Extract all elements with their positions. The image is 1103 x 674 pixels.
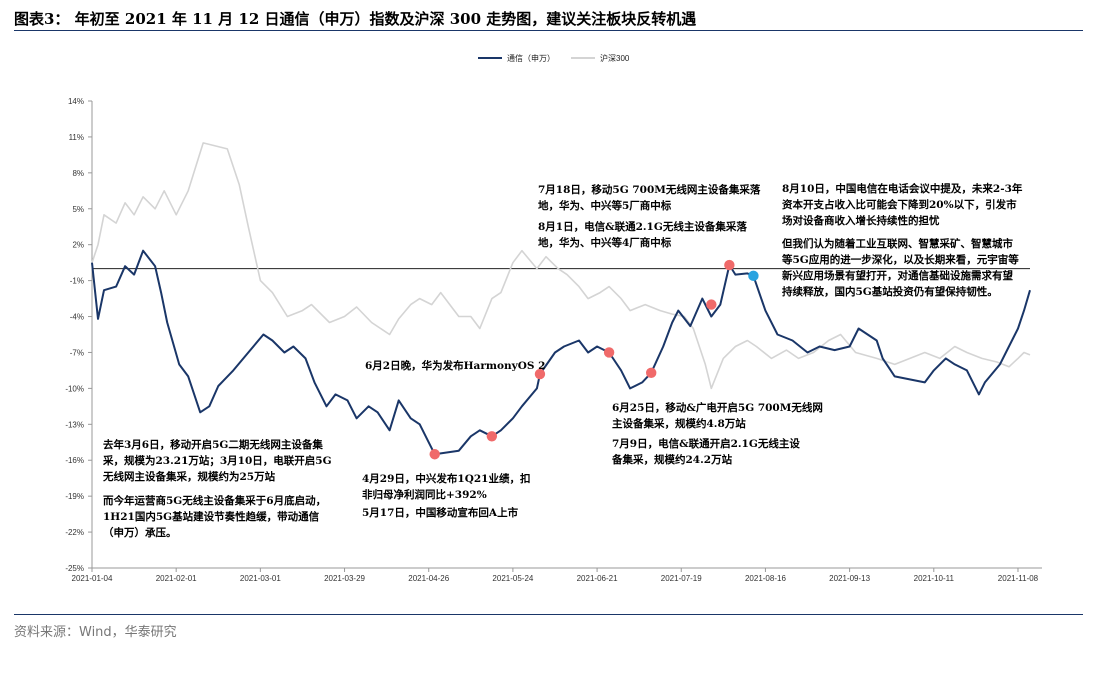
annotation-line: 主设备集采，规模约4.8万站 (612, 418, 746, 430)
event-marker (748, 270, 759, 282)
annotation-line: 新兴应用场景有望打开，对通信基础设施需求有望 (782, 270, 1013, 282)
x-tick-label: 2021-07-19 (661, 574, 702, 583)
annotation-zte-q1: 4月29日，中兴发布1Q21业绩，扣 非归母净利润同比+392% (362, 471, 530, 503)
annotation-telecom-capex: 8月10日，中国电信在电话会议中提及，未来2-3年 资本开支占收入比可能会下降到… (782, 181, 1022, 229)
annotation-2.1g-award: 8月1日，电信&联通2.1G无线主设备集采落 地，华为、中兴等4厂商中标 (538, 219, 747, 251)
annotation-700m-tender-start: 6月25日，移动&广电开启5G 700M无线网 主设备集采，规模约4.8万站 (612, 400, 823, 432)
annotation-line: 1H21国内5G基站建设节奏性趋缓，带动通信 (103, 511, 320, 523)
annotation-line: 去年3月6日，移动开启5G二期无线网主设备集 (103, 439, 323, 451)
legend-label-csi300: 沪深300 (600, 53, 630, 63)
x-tick-label: 2021-01-04 (72, 574, 113, 583)
x-tick-label: 2021-03-29 (324, 574, 365, 583)
legend-label-telecom: 通信（申万） (507, 53, 555, 63)
y-tick-label: 8% (72, 169, 84, 178)
source-note: 资料来源：Wind，华泰研究 (14, 625, 177, 640)
annotation-line: 采，规模为23.21万站；3月10日，电联开启5G (103, 455, 332, 467)
event-marker (486, 431, 498, 442)
y-tick-label: -13% (65, 420, 84, 429)
x-tick-label: 2021-02-01 (156, 574, 197, 583)
chart-title: 图表3： 年初至 2021 年 11 月 12 日通信（申万）指数及沪深 300… (14, 10, 697, 28)
y-tick-label: -7% (70, 348, 84, 357)
x-tick-label: 2021-09-13 (829, 574, 870, 583)
annotation-line: 非归母净利润同比+392% (362, 489, 487, 501)
y-tick-label: -19% (65, 492, 84, 501)
annotation-cmcc-a-listing: 5月17日，中国移动宣布回A上市 (362, 505, 518, 521)
annotation-line: 8月10日，中国电信在电话会议中提及，未来2-3年 (782, 183, 1023, 195)
x-tick-label: 2021-03-01 (240, 574, 281, 583)
annotation-line: 场对设备商收入增长持续性的担忧 (782, 215, 940, 227)
y-tick-label: -10% (65, 384, 84, 393)
annotation-line: 6月2日晚，华为发布HarmonyOS 2 (365, 360, 546, 372)
annotation-line: 7月9日，电信&联通开启2.1G无线主设 (612, 438, 800, 450)
annotation-2.1g-tender-start: 7月9日，电信&联通开启2.1G无线主设 备集采，规模约24.2万站 (612, 436, 800, 468)
annotation-harmonyos: 6月2日晚，华为发布HarmonyOS 2 (365, 358, 545, 374)
annotation-line: 无线网主设备集采，规模约为25万站 (103, 471, 276, 483)
bottom-rule (14, 614, 1083, 615)
annotation-2020-tenders: 去年3月6日，移动开启5G二期无线网主设备集 采，规模为23.21万站；3月10… (103, 437, 332, 485)
annotation-line: 备集采，规模约24.2万站 (612, 454, 733, 466)
annotation-line: 资本开支占收入比可能会下降到20%以下，引发市 (782, 199, 1017, 211)
annotation-line: 而今年运营商5G无线主设备集采于6月底启动， (103, 495, 327, 507)
line-chart: 14% 11% 8% 5% 2% -1% -4% -7% -10% -13% -16% -19% -22… (65, 53, 1042, 583)
event-marker (603, 347, 615, 358)
annotation-line: 4月29日，中兴发布1Q21业绩，扣 (362, 473, 531, 485)
y-tick-label: -4% (70, 313, 84, 322)
annotation-line: 等5G应用的进一步深化，以及长期来看，元宇宙等 (782, 254, 1019, 266)
y-tick-label: -1% (70, 277, 84, 286)
event-marker (724, 259, 735, 271)
y-tick-label: 11% (69, 133, 84, 142)
annotation-line: 5月17日，中国移动宣布回A上市 (362, 507, 519, 519)
x-tick-label: 2021-06-21 (577, 574, 618, 583)
annotation-line: （申万）承压。 (103, 527, 177, 539)
annotation-line: 但我们认为随着工业互联网、智慧采矿、智慧城市 (782, 238, 1013, 250)
series-line-telecom (91, 249, 1031, 456)
y-tick-label: 14% (68, 97, 84, 106)
y-tick-label: -16% (65, 456, 84, 465)
x-tick-label: 2021-05-24 (492, 574, 533, 583)
x-tick-label: 2021-11-08 (998, 574, 1039, 583)
series-line-csi300 (91, 142, 1031, 390)
x-tick-label: 2021-10-11 (914, 574, 955, 583)
annotation-2021-tenders: 而今年运营商5G无线主设备集采于6月底启动， 1H21国内5G基站建设节奏性趋缓… (103, 493, 326, 541)
y-tick-label: 5% (72, 205, 84, 214)
annotation-line: 8月1日，电信&联通2.1G无线主设备集采落 (538, 221, 747, 233)
y-tick-label: -25% (65, 564, 84, 573)
event-marker (645, 367, 657, 379)
y-tick-label: 2% (72, 241, 84, 250)
annotation-line: 6月25日，移动&广电开启5G 700M无线网 (612, 402, 823, 414)
annotation-line: 7月18日，移动5G 700M无线网主设备集采落 (538, 184, 761, 196)
x-tick-label: 2021-04-26 (408, 574, 449, 583)
y-tick-label: -22% (65, 528, 84, 537)
annotation-line: 持续释放，国内5G基站投资仍有望保持韧性。 (782, 286, 998, 298)
annotation-outlook: 但我们认为随着工业互联网、智慧采矿、智慧城市 等5G应用的进一步深化，以及长期来… (782, 236, 1019, 300)
event-marker (429, 449, 440, 460)
x-tick-label: 2021-08-16 (745, 574, 786, 583)
event-marker (706, 299, 717, 310)
event-marker (534, 368, 546, 380)
annotation-line: 地，华为、中兴等4厂商中标 (538, 237, 672, 249)
top-rule (14, 30, 1083, 31)
annotation-line: 地，华为、中兴等5厂商中标 (538, 200, 672, 212)
annotation-700m-award: 7月18日，移动5G 700M无线网主设备集采落 地，华为、中兴等5厂商中标 (538, 182, 760, 214)
